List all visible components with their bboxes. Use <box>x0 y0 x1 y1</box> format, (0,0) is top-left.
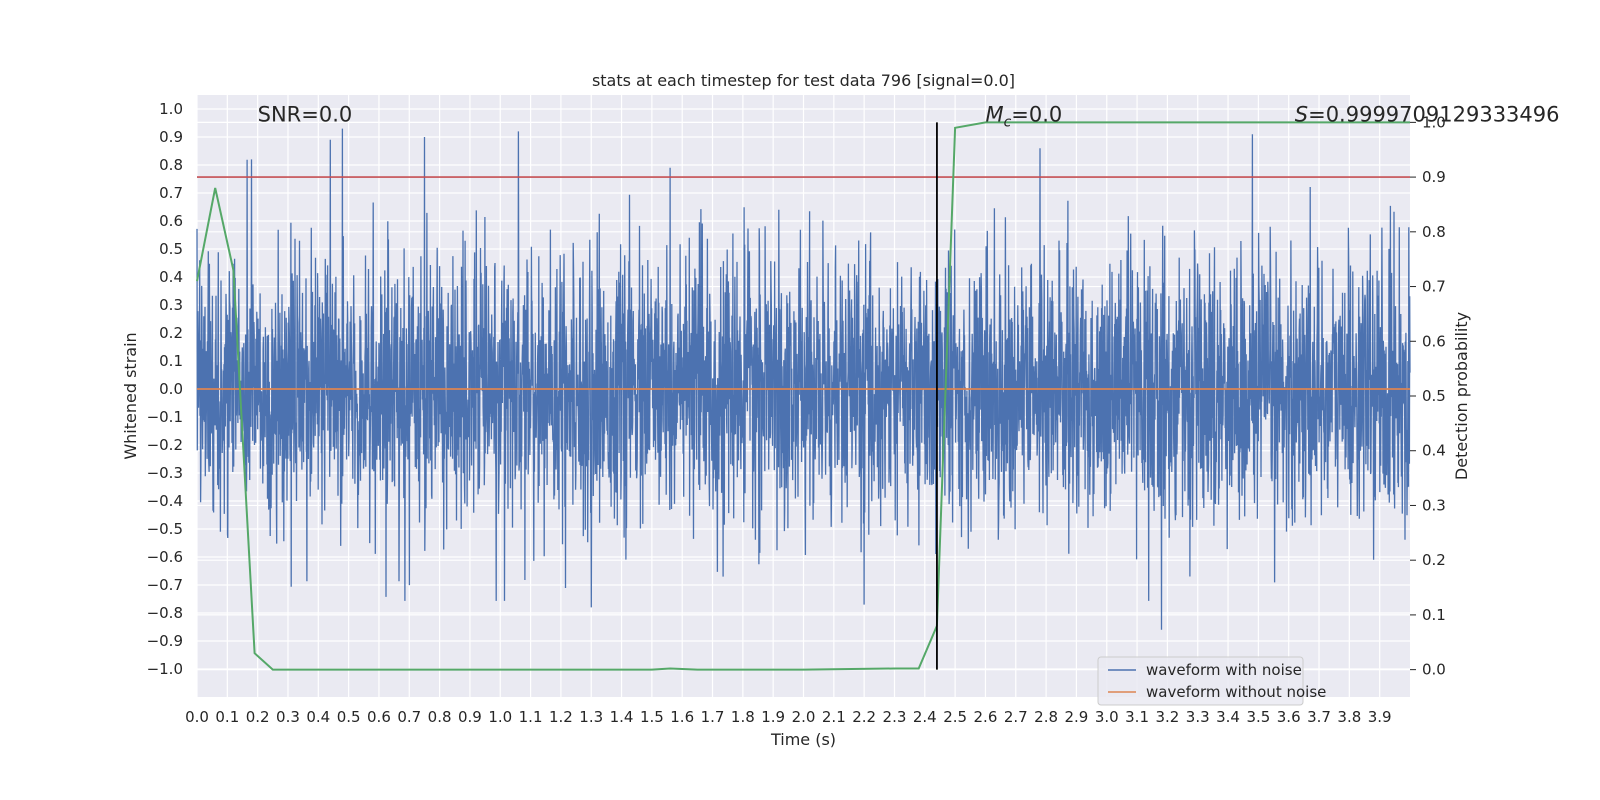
chirp-mass-symbol: M <box>985 102 1003 126</box>
x-tick-label: 3.2 <box>1155 708 1179 726</box>
legend-label-waveform-with-noise: waveform with noise <box>1146 661 1302 679</box>
y2-tick-label: 0.8 <box>1422 223 1446 241</box>
y-tick-label: −0.4 <box>147 492 183 510</box>
x-tick-label: 1.4 <box>610 708 634 726</box>
y-tick-label: −1.0 <box>147 660 183 678</box>
y-tick-label: 1.0 <box>159 100 183 118</box>
x-tick-label: 3.0 <box>1095 708 1119 726</box>
x-tick-label: 3.1 <box>1125 708 1149 726</box>
y-tick-label: 0.6 <box>159 212 183 230</box>
chirp-mass-annotation: Mc=0.0 <box>985 102 1062 130</box>
x-tick-label: 0.6 <box>367 708 391 726</box>
x-tick-label: 0.7 <box>397 708 421 726</box>
y-tick-label: 0.3 <box>159 296 183 314</box>
x-tick-label: 2.0 <box>792 708 816 726</box>
y2-axis-label: Detection probability <box>1452 312 1471 480</box>
series-waveform-with-noise <box>196 128 1411 630</box>
y2-tick-label: 0.7 <box>1422 278 1446 296</box>
y-tick-label: −0.9 <box>147 632 183 650</box>
x-tick-label: 0.3 <box>276 708 300 726</box>
x-tick-label: 0.9 <box>458 708 482 726</box>
x-tick-label: 3.3 <box>1186 708 1210 726</box>
y2-tick-label: 0.2 <box>1422 551 1446 569</box>
x-axis-label: Time (s) <box>770 730 836 749</box>
y2-tick-label: 1.0 <box>1422 113 1446 131</box>
x-tick-label: 1.0 <box>488 708 512 726</box>
tick-labels: 0.0 0.1 0.2 0.3 0.4 0.5 0.6 0.7 0.8 0.9 1.0 1.1 1.2 1… <box>147 100 1446 726</box>
y-tick-label: −0.1 <box>147 408 183 426</box>
x-tick-label: 0.5 <box>337 708 361 726</box>
x-tick-label: 1.9 <box>761 708 785 726</box>
y2-tick-label: 0.9 <box>1422 168 1446 186</box>
x-tick-label: 3.9 <box>1368 708 1392 726</box>
detection-probability-line <box>196 121 1410 671</box>
x-tick-label: 2.3 <box>883 708 907 726</box>
y-axis-label: Whitened strain <box>121 332 140 459</box>
x-tick-label: 3.4 <box>1216 708 1240 726</box>
chirp-mass-value: =0.0 <box>1011 102 1062 126</box>
x-tick-label: 3.6 <box>1277 708 1301 726</box>
y-tick-label: −0.8 <box>147 604 183 622</box>
y-tick-label: 0.4 <box>159 268 183 286</box>
x-tick-label: 1.7 <box>701 708 725 726</box>
x-tick-label: 0.0 <box>185 708 209 726</box>
x-tick-label: 0.1 <box>215 708 239 726</box>
y-tick-label: −0.3 <box>147 464 183 482</box>
x-tick-label: 1.1 <box>519 708 543 726</box>
y-tick-label: 0.5 <box>159 240 183 258</box>
y2-tick-label: 0.5 <box>1422 387 1446 405</box>
x-tick-label: 2.5 <box>943 708 967 726</box>
series-lines <box>196 121 1410 671</box>
chart-title: stats at each timestep for test data 796… <box>592 71 1015 90</box>
x-tick-label: 2.2 <box>852 708 876 726</box>
y-tick-label: 0.7 <box>159 184 183 202</box>
score-value: =0.9999709129333496 <box>1308 102 1559 126</box>
legend-label-waveform-without-noise: waveform without noise <box>1146 683 1326 701</box>
snr-annotation: SNR=0.0 <box>258 102 353 126</box>
x-tick-label: 1.3 <box>579 708 603 726</box>
x-tick-label: 0.8 <box>428 708 452 726</box>
y2-tick-label: 0.6 <box>1422 332 1446 350</box>
x-tick-label: 2.1 <box>822 708 846 726</box>
legend: waveform with noise waveform without noi… <box>1097 656 1326 706</box>
y-tick-label: 0.0 <box>159 380 183 398</box>
waveform-with-noise-line <box>196 128 1411 630</box>
y2-tick-label: 0.4 <box>1422 442 1446 460</box>
x-tick-label: 1.6 <box>670 708 694 726</box>
x-tick-label: 1.8 <box>731 708 755 726</box>
x-tick-label: 3.8 <box>1337 708 1361 726</box>
y-tick-label: 0.8 <box>159 156 183 174</box>
y-tick-label: −0.6 <box>147 548 183 566</box>
y2-tick-label: 0.1 <box>1422 606 1446 624</box>
x-tick-label: 3.7 <box>1307 708 1331 726</box>
y2-tick-label: 0.0 <box>1422 661 1446 679</box>
y-tick-label: 0.9 <box>159 128 183 146</box>
x-tick-label: 2.8 <box>1034 708 1058 726</box>
x-tick-label: 2.7 <box>1004 708 1028 726</box>
y-tick-label: 0.1 <box>159 352 183 370</box>
score-symbol: S <box>1295 102 1308 126</box>
x-tick-label: 2.6 <box>974 708 998 726</box>
x-tick-label: 1.5 <box>640 708 664 726</box>
y-tick-label: −0.7 <box>147 576 183 594</box>
x-tick-label: 0.2 <box>246 708 270 726</box>
y-tick-label: 0.2 <box>159 324 183 342</box>
x-tick-label: 0.4 <box>306 708 330 726</box>
chirp-mass-subscript: c <box>1004 114 1012 130</box>
x-tick-label: 1.2 <box>549 708 573 726</box>
score-annotation: S=0.9999709129333496 <box>1295 102 1560 126</box>
x-tick-label: 2.4 <box>913 708 937 726</box>
x-tick-label: 3.5 <box>1246 708 1270 726</box>
y-tick-label: −0.5 <box>147 520 183 538</box>
legend-box <box>1097 656 1304 706</box>
y2-tick-label: 0.3 <box>1422 496 1446 514</box>
x-tick-label: 2.9 <box>1064 708 1088 726</box>
y-tick-label: −0.2 <box>147 436 183 454</box>
